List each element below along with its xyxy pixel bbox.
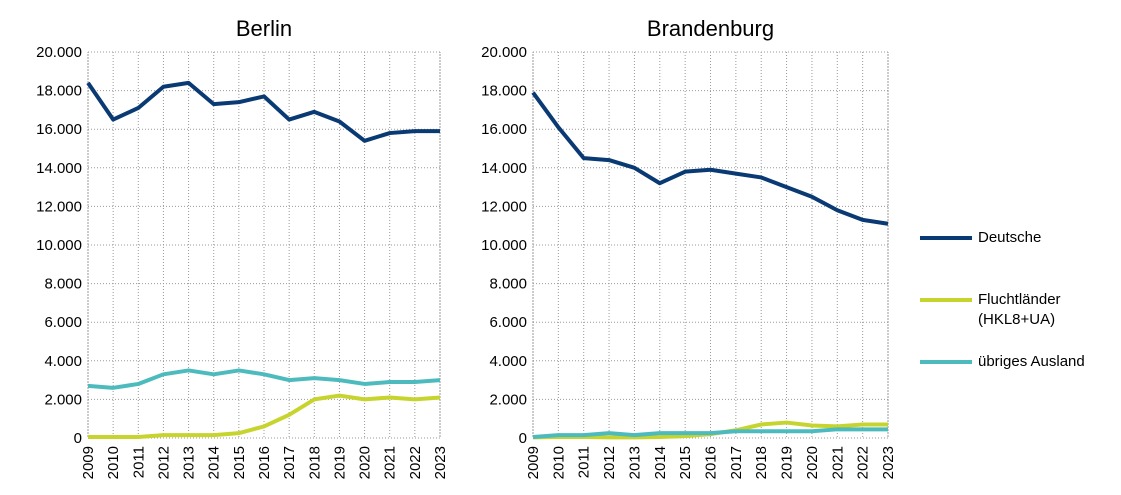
y-tick-label: 0 — [74, 430, 82, 447]
y-tick-label: 6.000 — [489, 314, 527, 331]
legend-label: übriges Ausland — [978, 353, 1085, 370]
x-tick-label: 2020 — [804, 446, 821, 479]
x-tick-label: 2021 — [382, 446, 399, 479]
legend-swatch — [920, 298, 972, 302]
y-tick-label: 4.000 — [489, 353, 527, 370]
x-tick-label: 2017 — [281, 446, 298, 479]
x-tick-label: 2009 — [525, 446, 542, 479]
x-tick-label: 2010 — [105, 446, 122, 479]
x-tick-label: 2020 — [357, 446, 374, 479]
legend-swatch — [920, 236, 972, 240]
x-tick-label: 2010 — [550, 446, 567, 479]
x-tick-label: 2011 — [576, 446, 593, 478]
y-tick-label: 10.000 — [36, 237, 82, 254]
y-tick-label: 12.000 — [36, 198, 82, 215]
x-tick-label: 2016 — [256, 446, 273, 479]
y-tick-label: 12.000 — [481, 198, 527, 215]
x-tick-label: 2012 — [601, 446, 618, 479]
x-tick-label: 2018 — [753, 446, 770, 479]
x-tick-label: 2009 — [80, 446, 97, 479]
y-tick-label: 10.000 — [481, 237, 527, 254]
data-line — [531, 91, 889, 226]
x-tick-label: 2014 — [652, 446, 669, 479]
x-tick-label: 2013 — [181, 446, 198, 479]
y-tick-label: 2.000 — [489, 391, 527, 408]
x-tick-label: 2013 — [626, 446, 643, 479]
y-tick-label: 20.000 — [36, 44, 82, 61]
y-tick-label: 4.000 — [44, 353, 82, 370]
x-tick-label: 2016 — [703, 446, 720, 479]
data-line — [88, 393, 441, 440]
x-tick-label: 2022 — [855, 446, 872, 479]
y-tick-label: 2.000 — [44, 391, 82, 408]
data-line — [87, 368, 441, 390]
x-tick-label: 2015 — [231, 446, 248, 479]
y-tick-label: 18.000 — [36, 83, 82, 100]
legend-swatch — [920, 360, 972, 364]
x-tick-label: 2019 — [331, 446, 348, 479]
x-tick-label: 2014 — [206, 446, 223, 479]
y-tick-label: 16.000 — [36, 121, 82, 138]
chart-title: Berlin — [236, 16, 292, 41]
legend-item: übriges Ausland — [918, 352, 1118, 372]
data-line — [532, 427, 888, 440]
y-tick-label: 18.000 — [481, 83, 527, 100]
x-tick-label: 2022 — [407, 446, 424, 479]
y-tick-label: 8.000 — [489, 276, 527, 293]
y-tick-label: 20.000 — [481, 44, 527, 61]
legend-label: Fluchtländer (HKL8+UA) — [978, 291, 1061, 328]
y-tick-label: 6.000 — [44, 314, 82, 331]
y-tick-label: 0 — [519, 430, 527, 447]
x-tick-label: 2011 — [130, 446, 147, 478]
x-tick-label: 2017 — [728, 446, 745, 479]
y-tick-label: 8.000 — [44, 276, 82, 293]
x-tick-label: 2015 — [677, 446, 694, 479]
legend-item: Deutsche — [918, 228, 1118, 248]
x-tick-label: 2021 — [829, 446, 846, 479]
x-tick-label: 2018 — [306, 446, 323, 479]
x-tick-label: 2019 — [779, 446, 796, 479]
chart-title: Brandenburg — [647, 16, 774, 41]
y-tick-label: 14.000 — [481, 160, 527, 177]
x-tick-label: 2012 — [155, 446, 172, 479]
legend-item: Fluchtländer (HKL8+UA) — [918, 290, 1118, 330]
x-tick-label: 2023 — [880, 446, 897, 479]
data-line — [86, 80, 440, 143]
x-tick-label: 2023 — [432, 446, 449, 479]
y-tick-label: 14.000 — [36, 160, 82, 177]
legend-label: Deutsche — [978, 229, 1042, 246]
y-tick-label: 16.000 — [481, 121, 527, 138]
plot-border — [532, 51, 889, 439]
